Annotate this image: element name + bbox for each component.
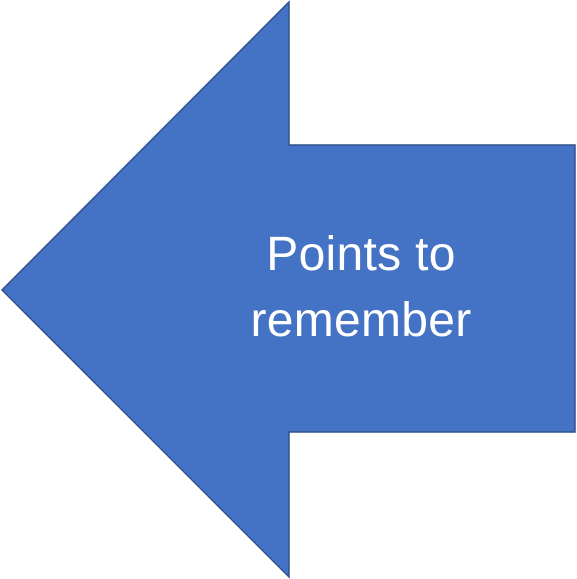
- arrow-label: Points to remember: [215, 222, 507, 354]
- arrow-label-line-1: Points to: [266, 228, 456, 281]
- arrow-label-line-2: remember: [250, 294, 472, 347]
